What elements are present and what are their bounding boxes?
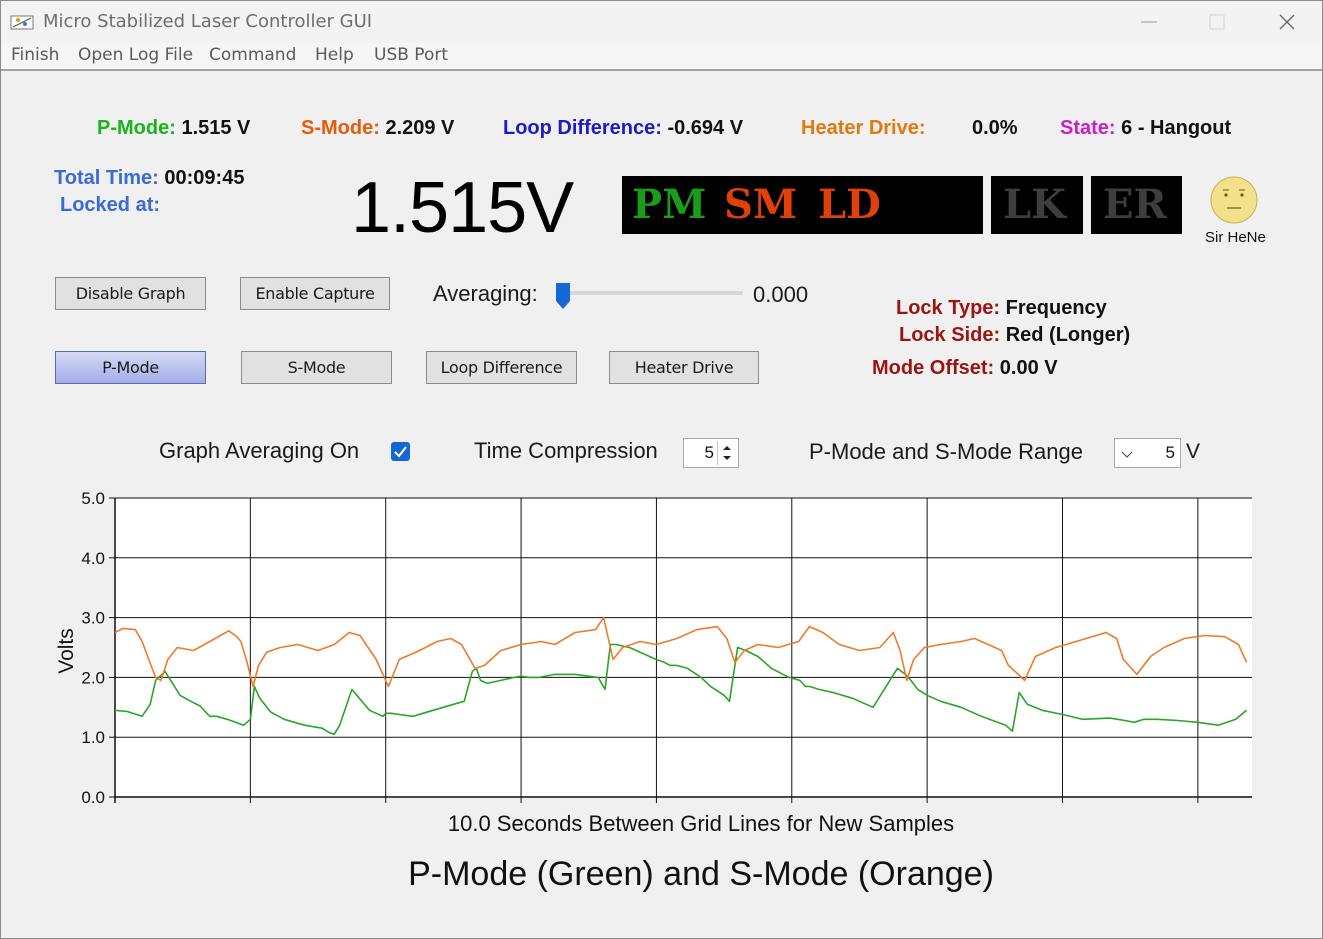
chart-title: P-Mode (Green) and S-Mode (Orange) <box>408 855 994 893</box>
averaging-slider-thumb[interactable] <box>554 281 572 311</box>
lk-indicator: LK <box>1003 181 1066 228</box>
total-time-label: Total Time: <box>54 167 159 189</box>
loop-difference-value: -0.694 V <box>667 117 744 139</box>
app-icon <box>10 15 34 30</box>
heater-drive-value-text: 0.0% <box>972 117 1018 139</box>
y-tick-label: 4.0 <box>81 549 105 568</box>
minimize-button[interactable] <box>1121 1 1177 43</box>
range-value: 5 <box>1165 443 1175 462</box>
loop-difference-label: Loop Difference: <box>503 117 662 139</box>
range-unit: V <box>1186 440 1201 463</box>
heater-drive-value: 0.0% <box>972 117 1018 140</box>
menu-bar: Finish Open Log File Command Help USB Po… <box>1 43 1322 71</box>
lock-type-label: Lock Type: <box>896 297 1001 319</box>
locked-at: Locked at: <box>60 194 160 217</box>
chart-grid <box>114 497 1252 803</box>
lock-type: Lock Type: Frequency <box>896 297 1107 320</box>
mode-indicator-panel: PM SM LD <box>622 176 983 234</box>
lock-side: Lock Side: Red (Longer) <box>899 324 1130 347</box>
er-indicator-panel: ER <box>1091 176 1182 234</box>
y-tick-label: 5.0 <box>81 489 105 508</box>
state-status: State: 6 - Hangout <box>1060 117 1231 140</box>
total-time-value: 00:09:45 <box>164 167 245 189</box>
checkmark-icon <box>394 446 407 458</box>
y-tick-label: 3.0 <box>81 609 105 628</box>
minimize-icon <box>1141 21 1157 23</box>
smode-status-value: 2.209 V <box>385 117 455 139</box>
lock-side-value: Red (Longer) <box>1005 324 1131 346</box>
time-compression-value: 5 <box>704 443 714 462</box>
state-label: State: <box>1060 117 1116 139</box>
smode-trace <box>114 616 1248 688</box>
mode-offset-value: 0.00 V <box>999 357 1058 379</box>
y-axis-ticks: 0.0 1.0 2.0 3.0 4.0 5.0 <box>81 489 115 807</box>
close-button[interactable] <box>1259 1 1315 43</box>
voltage-readout: 1.515V <box>351 168 574 248</box>
maximize-icon <box>1209 14 1225 30</box>
stepper-arrows[interactable] <box>717 441 736 465</box>
graph-averaging-label: Graph Averaging On <box>159 438 360 463</box>
window-title: Micro Stabilized Laser Controller GUI <box>43 11 373 32</box>
mascot-label: Sir HeNe <box>1205 229 1266 246</box>
averaging-value: 0.000 <box>753 282 809 307</box>
up-down-arrows-icon <box>723 446 731 460</box>
menu-open-log-file[interactable]: Open Log File <box>78 45 194 65</box>
menu-help[interactable]: Help <box>315 45 354 65</box>
lock-side-label: Lock Side: <box>899 324 1001 346</box>
y-tick-label: 0.0 <box>81 788 105 807</box>
mode-offset-label: Mode Offset: <box>872 357 995 379</box>
time-compression-stepper[interactable]: 5 <box>683 438 739 468</box>
menu-finish[interactable]: Finish <box>11 45 60 65</box>
sir-hene-face-icon <box>1210 176 1258 224</box>
mode-offset: Mode Offset: 0.00 V <box>872 357 1058 380</box>
sm-indicator: SM <box>724 181 798 228</box>
menu-usb-port[interactable]: USB Port <box>374 45 449 65</box>
pmode-status-label: P-Mode: <box>97 117 176 139</box>
heater-drive-button[interactable]: Heater Drive <box>609 351 759 384</box>
enable-capture-button[interactable]: Enable Capture <box>240 277 390 310</box>
range-label: P-Mode and S-Mode Range <box>809 439 1083 464</box>
smode-button[interactable]: S-Mode <box>241 351 392 384</box>
lock-type-value: Frequency <box>1005 297 1107 319</box>
smode-status: S-Mode: 2.209 V <box>301 117 454 140</box>
y-tick-label: 1.0 <box>81 728 105 747</box>
loop-difference-button[interactable]: Loop Difference <box>426 351 577 384</box>
total-time: Total Time: 00:09:45 <box>54 167 244 190</box>
pm-indicator: PM <box>632 181 707 228</box>
smode-status-label: S-Mode: <box>301 117 380 139</box>
pmode-status-value: 1.515 V <box>181 117 251 139</box>
chart-series <box>114 616 1248 735</box>
close-icon <box>1279 14 1295 30</box>
y-axis-label: Volts <box>55 628 78 674</box>
maximize-button[interactable] <box>1189 1 1245 43</box>
lk-indicator-panel: LK <box>991 176 1083 234</box>
pmode-status: P-Mode: 1.515 V <box>97 117 250 140</box>
ld-indicator: LD <box>818 181 881 228</box>
heater-drive-label: Heater Drive: <box>801 117 926 139</box>
pmode-button[interactable]: P-Mode <box>55 351 206 384</box>
loop-difference-status: Loop Difference: -0.694 V <box>503 117 743 140</box>
voltage-chart: 0.0 1.0 2.0 3.0 4.0 5.0 Volts 10.0 Seconds Be… <box>55 489 1252 893</box>
state-value: 6 - Hangout <box>1121 117 1232 139</box>
title-bar: Micro Stabilized Laser Controller GUI <box>1 1 1322 43</box>
x-axis-label: 10.0 Seconds Between Grid Lines for New … <box>448 811 954 836</box>
range-select[interactable]: 5 <box>1114 438 1181 468</box>
y-tick-label: 2.0 <box>81 668 105 687</box>
disable-graph-button[interactable]: Disable Graph <box>55 277 206 310</box>
menu-command[interactable]: Command <box>209 45 297 65</box>
er-indicator: ER <box>1103 181 1167 228</box>
averaging-slider-track[interactable] <box>561 291 743 295</box>
graph-averaging-checkbox[interactable] <box>391 442 410 461</box>
time-compression-label: Time Compression <box>474 438 658 463</box>
plot-area <box>115 498 1252 797</box>
chevron-down-icon <box>1121 451 1133 458</box>
heater-drive-status: Heater Drive: <box>801 117 926 140</box>
pmode-trace <box>114 643 1248 735</box>
locked-at-label: Locked at: <box>60 194 161 216</box>
averaging-label: Averaging: <box>433 281 538 306</box>
